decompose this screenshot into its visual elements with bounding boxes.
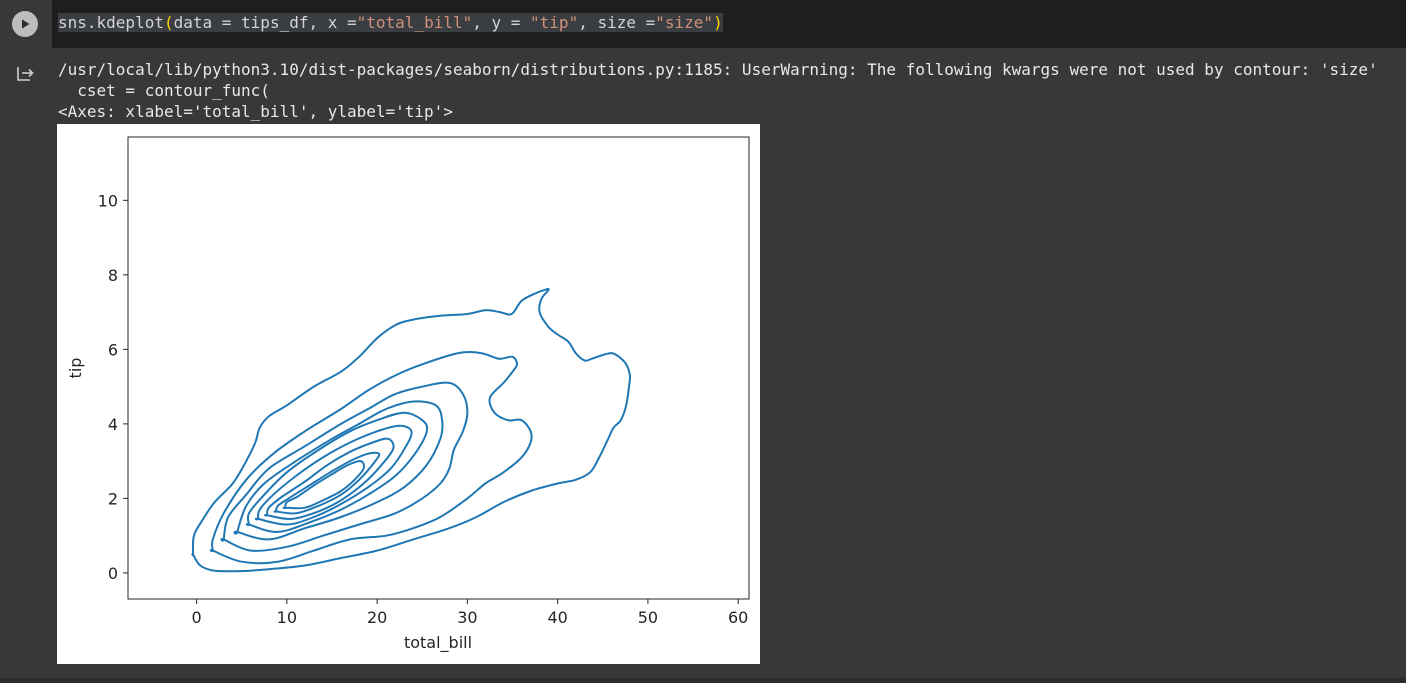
y-tick-label: 4: [108, 415, 118, 434]
y-tick-label: 10: [98, 191, 118, 210]
axes-repr: <Axes: xlabel='total_bill', ylabel='tip'…: [58, 102, 453, 121]
contour-level-3: [220, 381, 469, 552]
x-axis-label: total_bill: [404, 633, 472, 653]
code-token: "size": [655, 13, 714, 32]
code-token: , size =: [578, 13, 656, 32]
x-tick-label: 60: [728, 608, 748, 627]
output-arrow-icon: [17, 67, 34, 81]
contour-level-8: [273, 451, 381, 515]
x-axis: 0 10 20 30 40 50 60: [192, 599, 748, 627]
y-tick-label: 2: [108, 489, 118, 508]
kde-chart-svg: 0 10 20 30 40 50 60 0 2 4 6 8 10 total_bill tip: [66, 136, 750, 653]
code-editor[interactable]: sns.kdeplot(data = tips_df, x ="total_bi…: [52, 0, 1406, 48]
contour-level-2: [209, 351, 533, 565]
y-axis-label: tip: [66, 358, 85, 379]
x-tick-label: 50: [638, 608, 658, 627]
code-token: "total_bill": [356, 13, 473, 32]
contour-group: [191, 287, 632, 573]
kde-plot: 0 10 20 30 40 50 60 0 2 4 6 8 10 total_bill tip: [57, 124, 760, 664]
x-tick-label: 0: [192, 608, 202, 627]
cell-gutter: [0, 0, 52, 48]
code-token: (: [163, 13, 174, 32]
warning-line-1: /usr/local/lib/python3.10/dist-packages/…: [58, 60, 1378, 79]
contour-level-7: [264, 437, 395, 520]
y-tick-label: 0: [108, 564, 118, 583]
y-axis: 0 2 4 6 8 10: [98, 191, 128, 583]
code-selection: sns.kdeplot(data = tips_df, x ="total_bi…: [58, 13, 723, 32]
cell-divider: [0, 678, 1406, 683]
cell-output: /usr/local/lib/python3.10/dist-packages/…: [0, 48, 1406, 679]
contour-level-9: [282, 460, 365, 510]
warning-line-2: cset = contour_func(: [58, 81, 270, 100]
y-tick-label: 8: [108, 266, 118, 285]
contour-level-4: [233, 400, 444, 541]
run-cell-button[interactable]: [12, 11, 38, 37]
x-tick-label: 10: [277, 608, 297, 627]
axes-frame: [127, 136, 750, 600]
code-token: "tip": [530, 13, 579, 32]
code-token: , y =: [472, 13, 531, 32]
x-tick-label: 30: [457, 608, 477, 627]
x-tick-label: 40: [547, 608, 567, 627]
x-tick-label: 20: [367, 608, 387, 627]
y-tick-label: 6: [108, 340, 118, 359]
contour-level-1: [191, 287, 632, 573]
contour-level-6: [254, 424, 413, 526]
contour-level-5: [245, 411, 429, 533]
code-token: data = tips_df, x =: [173, 13, 357, 32]
code-line[interactable]: sns.kdeplot(data = tips_df, x ="total_bi…: [58, 13, 723, 33]
code-token: sns.kdeplot: [58, 13, 164, 32]
code-cell: sns.kdeplot(data = tips_df, x ="total_bi…: [0, 0, 1406, 48]
play-circle-icon: [22, 19, 30, 29]
code-token: ): [713, 13, 723, 32]
